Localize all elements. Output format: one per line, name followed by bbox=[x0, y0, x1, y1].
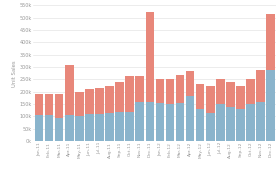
Bar bbox=[146, 102, 154, 141]
Bar bbox=[45, 94, 53, 115]
Bar bbox=[146, 12, 154, 102]
Bar bbox=[266, 70, 275, 141]
Bar bbox=[196, 84, 205, 109]
Bar bbox=[226, 107, 235, 141]
Bar bbox=[45, 115, 53, 141]
Bar bbox=[85, 114, 94, 141]
Bar bbox=[125, 76, 134, 111]
Bar bbox=[55, 118, 63, 141]
Bar bbox=[35, 94, 43, 115]
Bar bbox=[196, 109, 205, 141]
Bar bbox=[95, 88, 104, 114]
Bar bbox=[176, 103, 184, 141]
Bar bbox=[176, 75, 184, 103]
Y-axis label: Unit Sales: Unit Sales bbox=[12, 60, 17, 87]
Bar bbox=[136, 102, 144, 141]
Bar bbox=[55, 94, 63, 118]
Bar bbox=[115, 111, 124, 141]
Bar bbox=[136, 76, 144, 102]
Bar bbox=[236, 109, 245, 141]
Bar bbox=[246, 79, 255, 104]
Bar bbox=[75, 117, 84, 141]
Bar bbox=[75, 92, 84, 117]
Bar bbox=[256, 70, 265, 102]
Bar bbox=[206, 86, 215, 113]
Bar bbox=[156, 103, 164, 141]
Bar bbox=[186, 96, 194, 141]
Bar bbox=[186, 71, 194, 96]
Bar bbox=[226, 82, 235, 107]
Bar bbox=[105, 113, 114, 141]
Bar bbox=[166, 79, 174, 104]
Bar bbox=[256, 102, 265, 141]
Bar bbox=[65, 65, 73, 115]
Bar bbox=[95, 114, 104, 141]
Bar bbox=[65, 115, 73, 141]
Bar bbox=[85, 89, 94, 114]
Bar bbox=[236, 86, 245, 109]
Bar bbox=[246, 104, 255, 141]
Bar bbox=[105, 86, 114, 113]
Bar bbox=[216, 104, 225, 141]
Bar bbox=[266, 14, 275, 70]
Bar bbox=[156, 79, 164, 103]
Bar bbox=[125, 111, 134, 141]
Bar bbox=[216, 79, 225, 104]
Bar bbox=[206, 113, 215, 141]
Bar bbox=[166, 104, 174, 141]
Bar bbox=[35, 115, 43, 141]
Bar bbox=[115, 82, 124, 111]
